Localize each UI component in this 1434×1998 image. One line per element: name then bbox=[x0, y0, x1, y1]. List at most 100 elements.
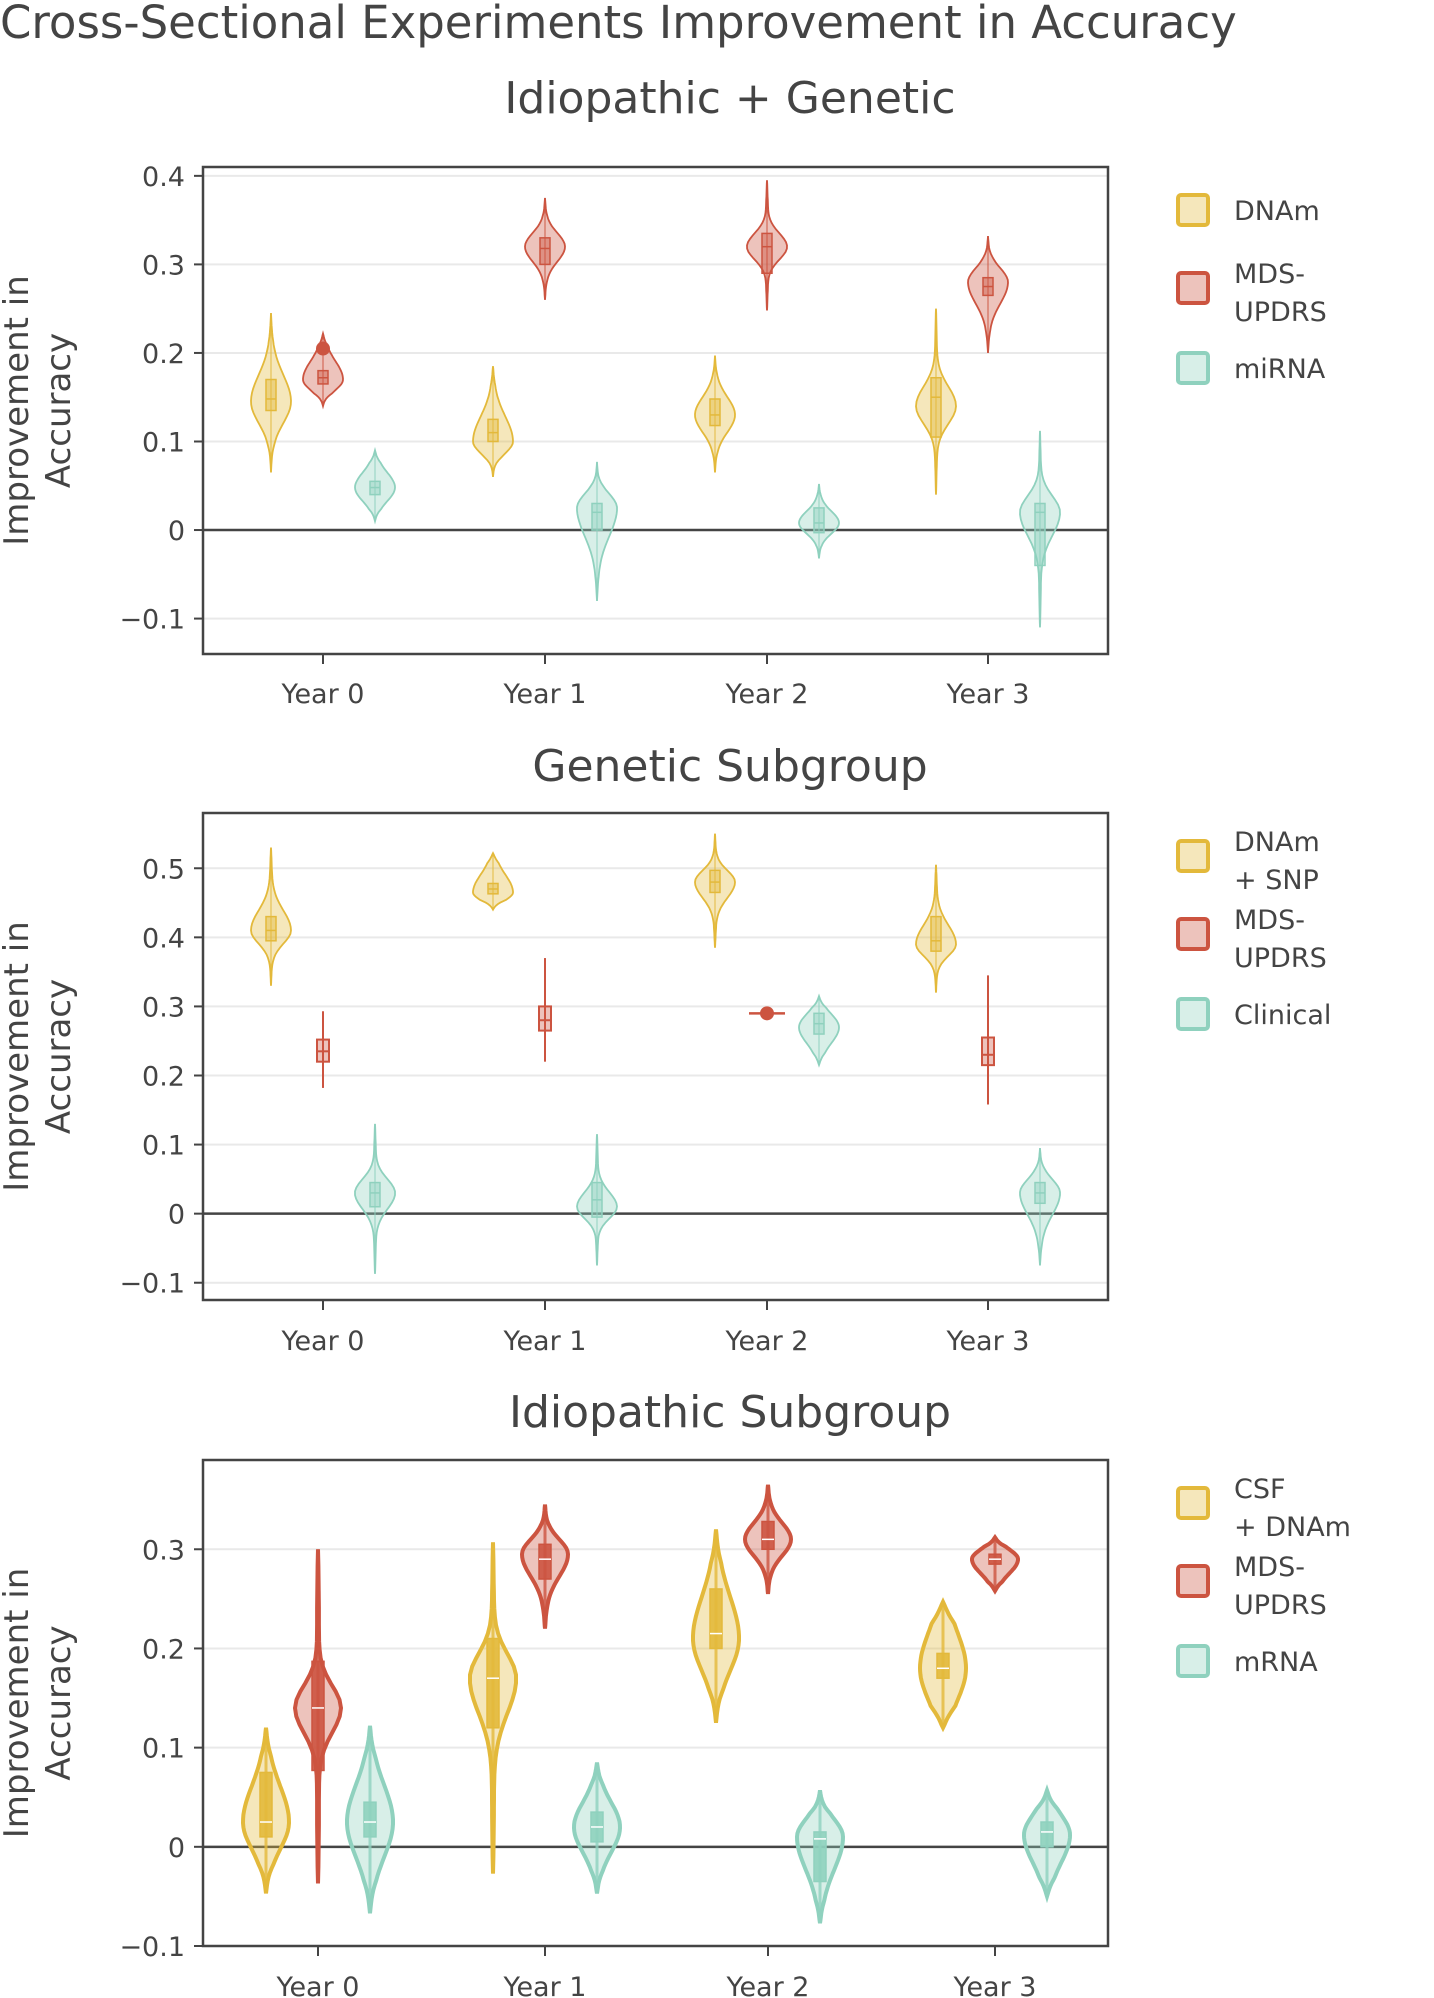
panel-2: Genetic Subgroup −0.1 0 0.1 0.2 0.3 0.4 0.5 Impr… bbox=[0, 741, 1331, 1357]
y-tick-label: 0.5 bbox=[142, 854, 185, 885]
violin-mds-updrs bbox=[292, 1549, 344, 1884]
violin-mds-updrs bbox=[302, 330, 344, 410]
violin-dnam bbox=[250, 313, 292, 473]
x-tick-label: Year 2 bbox=[726, 1972, 810, 1998]
y-tick-label: 0.3 bbox=[142, 992, 185, 1023]
legend-swatch bbox=[1176, 917, 1210, 951]
legend-label: MDS- UPDRS bbox=[1234, 905, 1327, 974]
legend-label: DNAm bbox=[1234, 196, 1320, 227]
violin-dnam-snp bbox=[694, 833, 736, 948]
x-tick-label: Year 3 bbox=[946, 679, 1030, 710]
inner-box bbox=[709, 398, 721, 427]
y-tick-label: −0.1 bbox=[119, 1932, 185, 1963]
plot-frame bbox=[201, 811, 1110, 1302]
violin-mds-updrs bbox=[524, 197, 566, 300]
legend-swatch bbox=[1176, 1486, 1210, 1520]
y-axis-label-line: Improvement in bbox=[0, 921, 37, 1192]
inner-box bbox=[539, 237, 551, 266]
legend-label-line: UPDRS bbox=[1234, 943, 1327, 974]
legend-label: MDS- UPDRS bbox=[1234, 1552, 1327, 1621]
legend-label: Clinical bbox=[1234, 1000, 1331, 1031]
legend-label-line: UPDRS bbox=[1234, 297, 1327, 328]
legend-swatch bbox=[1176, 1564, 1210, 1598]
legend-label-line: Clinical bbox=[1234, 1000, 1331, 1031]
violin-clinical bbox=[576, 1134, 618, 1266]
violin-dnam bbox=[472, 366, 514, 477]
legend-label-line: MDS- bbox=[1234, 1552, 1305, 1583]
legend-label-line: DNAm bbox=[1234, 827, 1320, 858]
violin-mds-updrs bbox=[742, 1484, 794, 1595]
legend-label-line: UPDRS bbox=[1234, 1590, 1327, 1621]
legend-swatch bbox=[1176, 997, 1210, 1031]
y-axis-label: Improvement inAccuracy bbox=[0, 1568, 79, 1839]
y-axis-label-line: Accuracy bbox=[39, 333, 79, 488]
legend-label: DNAm + SNP bbox=[1234, 827, 1320, 896]
legend-label-line: MDS- bbox=[1234, 905, 1305, 936]
y-axis-label-line: Accuracy bbox=[39, 979, 79, 1134]
legend-swatch bbox=[1176, 271, 1210, 305]
inner-box bbox=[1034, 502, 1046, 567]
x-tick-label: Year 3 bbox=[953, 1972, 1037, 1998]
inner-box bbox=[591, 502, 603, 531]
legend-swatch bbox=[1176, 1644, 1210, 1678]
inner-box bbox=[487, 418, 499, 443]
inner-box bbox=[813, 1831, 827, 1883]
inner-box bbox=[369, 1181, 381, 1208]
legend-label: MDS- UPDRS bbox=[1234, 259, 1327, 328]
x-tick-label: Year 0 bbox=[281, 679, 365, 710]
violin-csf-dnam bbox=[917, 1597, 969, 1733]
y-axis-label-line: Accuracy bbox=[39, 1625, 79, 1780]
panel-title: Idiopathic + Genetic bbox=[504, 73, 955, 124]
inner-box bbox=[930, 376, 942, 438]
inner-box bbox=[1040, 1821, 1054, 1848]
inner-box bbox=[265, 915, 277, 942]
x-tick-label: Year 2 bbox=[725, 1326, 809, 1357]
violin-mds-updrs bbox=[970, 1533, 1020, 1595]
legend-label-line: MDS- bbox=[1234, 259, 1305, 290]
y-tick-label: 0 bbox=[168, 1200, 185, 1231]
y-tick-label: 0.2 bbox=[142, 339, 185, 370]
violin-csf-dnam bbox=[468, 1542, 518, 1874]
violin-clinical bbox=[1019, 1147, 1061, 1266]
inner-box bbox=[486, 1637, 500, 1729]
violin-mirna bbox=[354, 446, 396, 525]
x-tick-label: Year 0 bbox=[276, 1972, 360, 1998]
violin-mds-updrs bbox=[316, 1011, 330, 1088]
panel-1: Idiopathic + Genetic −0.1 0 0.1 0.2 0.3 0.4 Imp… bbox=[0, 73, 1327, 710]
legend-label-line: miRNA bbox=[1234, 354, 1326, 385]
panel-title: Idiopathic Subgroup bbox=[509, 1387, 951, 1438]
inner-box bbox=[930, 915, 942, 952]
x-tick-label: Year 2 bbox=[725, 679, 809, 710]
y-tick-label: 0.4 bbox=[142, 923, 185, 954]
y-tick-label: 0 bbox=[168, 516, 185, 547]
y-axis-label: Improvement inAccuracy bbox=[0, 275, 79, 546]
legend-label-line: + SNP bbox=[1234, 865, 1319, 896]
y-tick-label: 0.3 bbox=[142, 250, 185, 281]
box bbox=[538, 1005, 552, 1032]
violin-mds-updrs bbox=[967, 236, 1009, 353]
x-tick-label: Year 1 bbox=[503, 1972, 587, 1998]
inner-box bbox=[538, 1543, 552, 1580]
legend-swatch bbox=[1176, 351, 1210, 385]
y-tick-label: 0.1 bbox=[142, 1734, 185, 1765]
outlier-dot bbox=[316, 341, 330, 356]
legend-label-line: DNAm bbox=[1234, 196, 1320, 227]
legend-swatch bbox=[1176, 839, 1210, 873]
inner-box bbox=[311, 1660, 325, 1772]
y-tick-label: 0.1 bbox=[142, 427, 185, 458]
violin-mds-updrs bbox=[746, 180, 788, 311]
violin-mrna bbox=[571, 1762, 623, 1894]
violin-mds-updrs bbox=[981, 975, 995, 1105]
plot-frame bbox=[201, 1458, 1110, 1948]
violin-mds-updrs bbox=[519, 1504, 571, 1629]
y-tick-label: −0.1 bbox=[119, 605, 185, 636]
y-tick-label: 0.4 bbox=[142, 162, 185, 193]
x-tick-label: Year 3 bbox=[946, 1326, 1030, 1357]
inner-box bbox=[363, 1801, 377, 1838]
legend-label-line: + DNAm bbox=[1234, 1512, 1351, 1543]
violin-mrna bbox=[345, 1725, 395, 1914]
y-tick-label: 0.2 bbox=[142, 1061, 185, 1092]
violin-csf-dnam bbox=[691, 1529, 741, 1724]
y-tick-label: 0.1 bbox=[142, 1131, 185, 1162]
